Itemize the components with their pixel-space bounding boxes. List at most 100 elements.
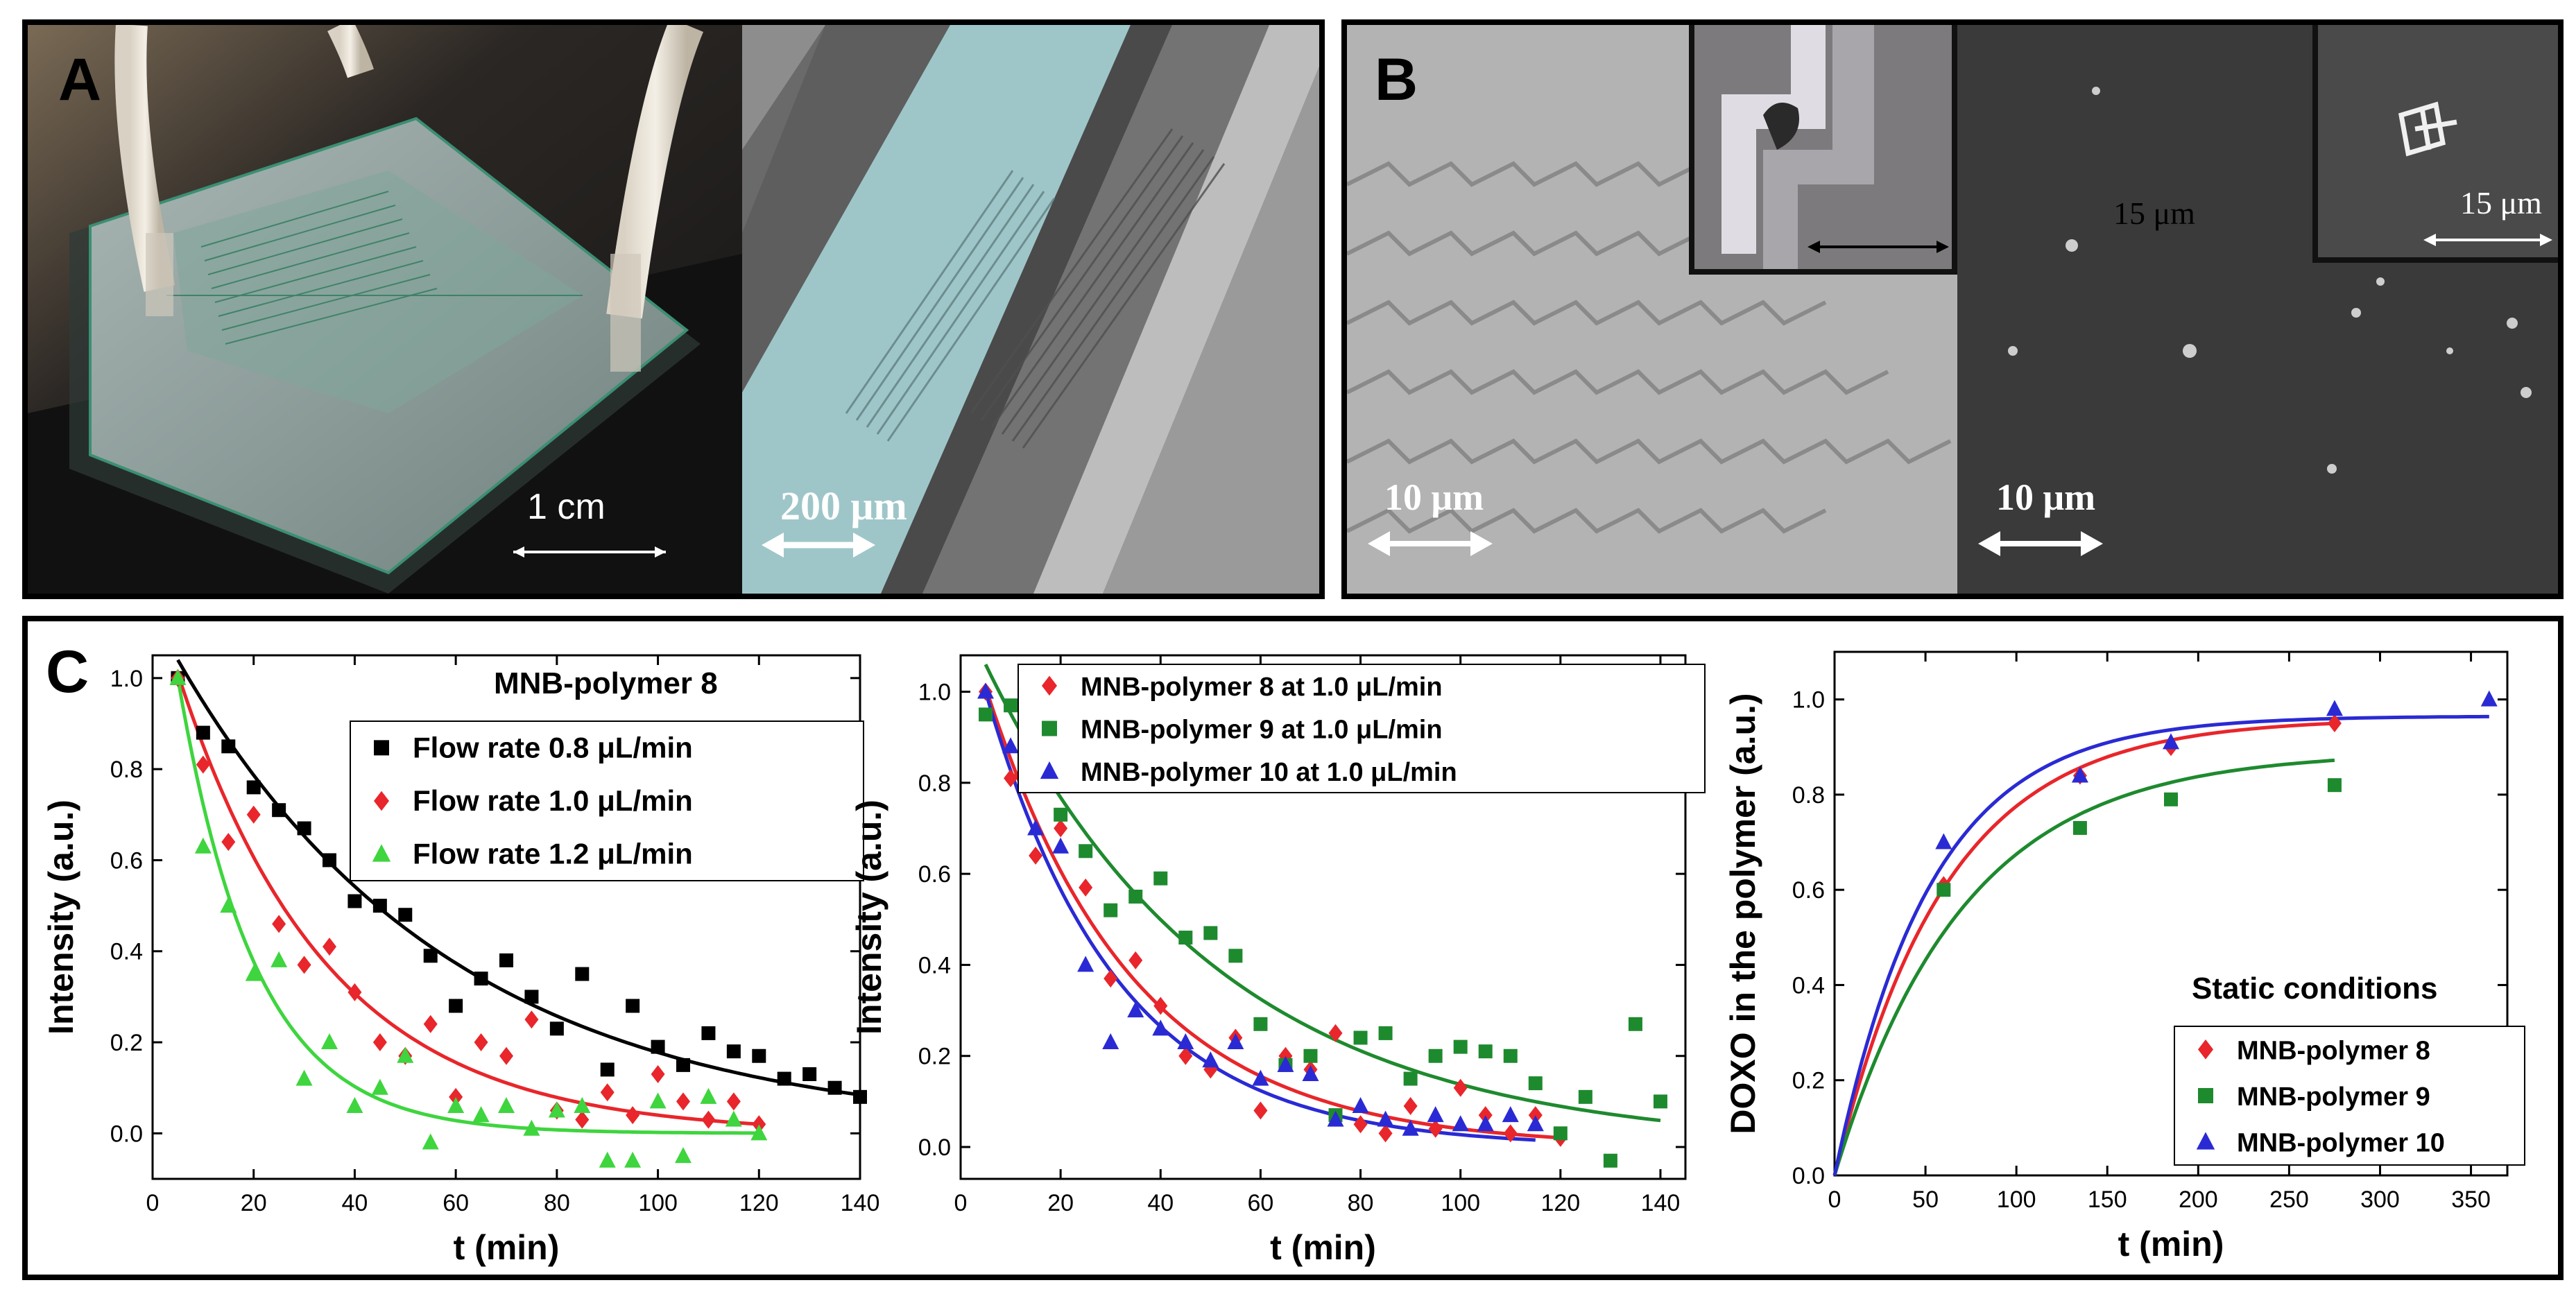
series-3-point — [1077, 956, 1094, 972]
fluorescence-micrograph — [1957, 25, 2558, 594]
series-1-point — [802, 1067, 817, 1081]
series-2-point — [752, 1115, 766, 1134]
series-2-point — [524, 1010, 539, 1029]
series-2-point — [1478, 1044, 1493, 1059]
series-2-point — [1303, 1049, 1318, 1063]
x-tick-label: 100 — [638, 1190, 678, 1216]
series-3-point — [321, 1033, 338, 1050]
inset-channel-shape — [1721, 25, 1826, 254]
series-2-point — [1528, 1076, 1543, 1091]
chart-2-x-axis-label: t (min) — [1270, 1228, 1376, 1267]
inset-fluorescent-cluster — [2398, 101, 2457, 157]
series-1-point — [1029, 846, 1043, 865]
microfluidic-chip-photo — [28, 25, 742, 594]
series-1-point — [676, 1058, 690, 1072]
series-1-point — [1128, 951, 1143, 969]
legend-marker-3 — [1040, 761, 1059, 779]
chart-2: 0 20 40 60 80 100 120 140 0.0 0.2 0.4 0.6 0.8 1.0 t (m… — [850, 654, 1706, 1267]
series-3-point — [371, 1078, 388, 1095]
series-1-point — [2327, 714, 2342, 732]
series-1-point — [347, 894, 362, 908]
series-2-point — [1203, 926, 1218, 940]
series-3-point — [1127, 1001, 1144, 1018]
chart-2-plot-frame — [959, 654, 1687, 1180]
series-3-point — [498, 1096, 515, 1113]
series-1-point — [1428, 1119, 1443, 1138]
legend-marker-2 — [2198, 1088, 2213, 1103]
x-tick-label: 120 — [1540, 1190, 1580, 1216]
x-tick-label: 140 — [841, 1190, 880, 1216]
series-1-point — [1403, 1096, 1418, 1115]
y-tick-label: 1.0 — [110, 666, 143, 692]
chart-2-legend-box — [1017, 664, 1706, 793]
series-3-fit-curve — [984, 691, 1536, 1142]
series-3-point — [977, 682, 995, 699]
scale-label-left-10um: 10 μm — [1384, 476, 1484, 518]
series-2-point — [1603, 1153, 1617, 1168]
series-1-point — [196, 725, 210, 740]
series-1-point — [323, 853, 336, 868]
legend-label-1: MNB-polymer 8 at 1.0 μL/min — [1081, 673, 1443, 702]
chart-1: 0 20 40 60 80 100 120 140 0.0 0.2 0.4 0.6 0.8 1.0 t (m… — [42, 654, 880, 1267]
series-2-point — [726, 1092, 741, 1111]
series-3-point — [1002, 737, 1020, 754]
y-tick-label: 0.8 — [918, 770, 951, 797]
y-tick-label: 0.2 — [110, 1030, 143, 1056]
series-2-fit-curve — [1832, 758, 2335, 1176]
inset-left-scale-label: 15 μm — [2113, 196, 2195, 231]
series-2-point — [423, 1015, 438, 1033]
x-tick-label: 60 — [1247, 1190, 1273, 1216]
chart-2-y-axis-label: Intensity (a.u.) — [850, 800, 888, 1035]
series-3-point — [1152, 1019, 1169, 1036]
chart-1-title: MNB-polymer 8 — [494, 666, 718, 700]
scale-label-1cm: 1 cm — [527, 487, 606, 527]
legend-label-3: MNB-polymer 10 at 1.0 μL/min — [1081, 758, 1457, 787]
series-1-point — [1328, 1024, 1343, 1042]
series-2-point — [1079, 844, 1093, 858]
x-tick-label: 80 — [544, 1190, 570, 1216]
series-2-point — [1178, 931, 1193, 945]
series-2-point — [701, 1110, 716, 1129]
series-2-point — [1553, 1126, 1568, 1141]
series-2-point — [979, 707, 993, 722]
x-tick-label: 0 — [1828, 1186, 1841, 1213]
series-3-point — [675, 1147, 692, 1164]
series-1-point — [1153, 996, 1168, 1015]
series-3-point — [220, 897, 237, 913]
series-3-point — [346, 1096, 363, 1113]
chart-1-plot-frame — [151, 654, 861, 1180]
series-3-point — [1452, 1115, 1469, 1132]
series-2-point — [1453, 1039, 1468, 1054]
series-3-point — [2326, 700, 2343, 716]
x-tick-label: 20 — [241, 1190, 267, 1216]
x-tick-label: 60 — [443, 1190, 469, 1216]
series-3-point — [1202, 1051, 1219, 1068]
series-3-point — [1427, 1106, 1444, 1123]
series-3-point — [1052, 837, 1070, 854]
series-2-point — [1153, 871, 1168, 886]
panel-a-letter: A — [58, 46, 102, 113]
series-1-point — [524, 990, 539, 1004]
series-3-point — [1935, 833, 1952, 849]
y-tick-label: 1.0 — [1792, 687, 1825, 714]
series-2-point — [1653, 1094, 1667, 1109]
series-3-fit-curve — [1832, 714, 2489, 1176]
scale-label-200um: 200 μm — [780, 483, 907, 528]
series-1-point — [1503, 1124, 1518, 1143]
series-1-point — [1528, 1106, 1543, 1125]
series-3-point — [1027, 819, 1045, 836]
y-tick-label: 0.8 — [110, 757, 143, 783]
series-2-point — [626, 1106, 640, 1125]
series-3-point — [472, 1106, 490, 1123]
x-tick-label: 140 — [1641, 1190, 1681, 1216]
chart-3-x-axis-label: t (min) — [2118, 1225, 2224, 1263]
series-3-point — [1102, 1033, 1119, 1050]
x-tick-label: 40 — [1147, 1190, 1174, 1216]
series-3-point — [725, 1110, 742, 1127]
chart-3-y-axis-label: DOXO in the polymer (a.u.) — [1724, 693, 1762, 1134]
series-2-point — [347, 983, 362, 1001]
series-1-point — [575, 967, 590, 981]
x-tick-label: 300 — [2360, 1186, 2400, 1213]
series-3-point — [397, 1046, 414, 1063]
